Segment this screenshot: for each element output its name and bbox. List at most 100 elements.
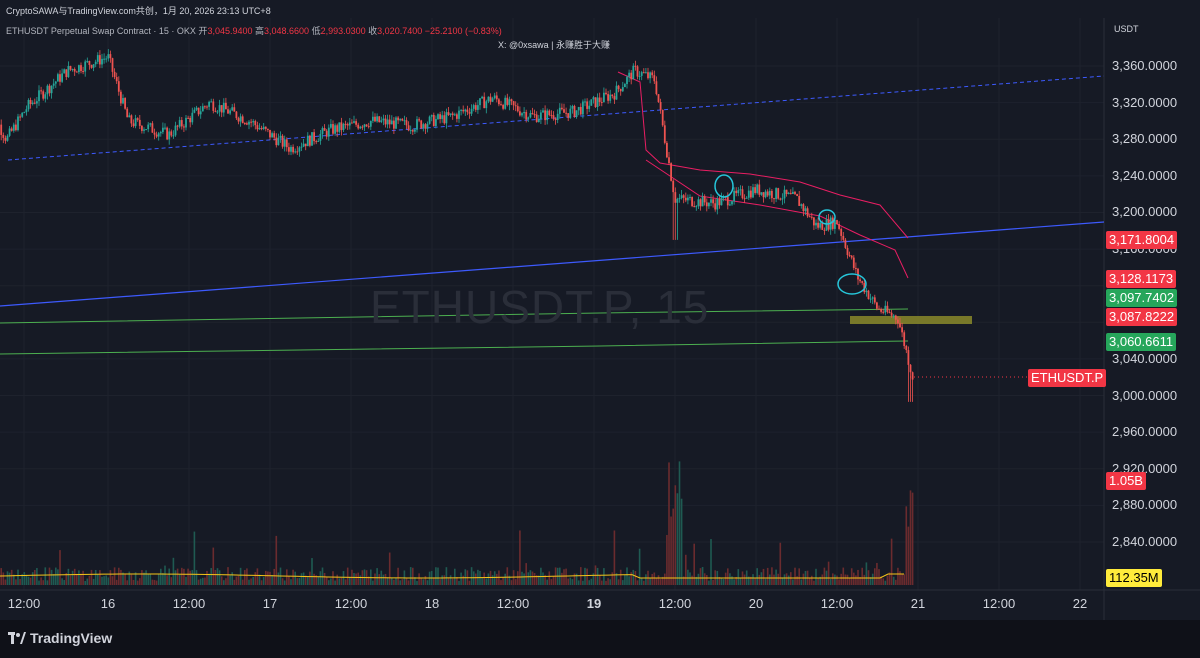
volume-bar <box>626 567 628 585</box>
volume-bar <box>307 576 309 585</box>
candle-body <box>409 130 412 132</box>
high-value: 3,048.6600 <box>264 26 310 36</box>
candle-body <box>609 94 612 101</box>
price-tick-label: 2,960.0000 <box>1112 424 1178 440</box>
volume-bar <box>535 575 538 585</box>
candle-body <box>632 65 635 80</box>
candle-body <box>825 219 828 231</box>
candle-body <box>514 105 517 107</box>
candle-body <box>36 101 38 104</box>
candle-body <box>502 104 504 109</box>
volume-bar <box>2 572 5 585</box>
candle-body <box>31 102 34 104</box>
candle-body <box>596 97 599 108</box>
candle-body <box>798 195 801 206</box>
candle-body <box>390 120 393 125</box>
candle-body <box>563 109 565 113</box>
time-tick-label: 16 <box>100 596 116 611</box>
candle-body <box>523 112 525 114</box>
candle-body <box>558 107 561 114</box>
volume-bar <box>496 573 498 585</box>
candle-body <box>42 91 45 99</box>
volume-bar <box>309 571 311 585</box>
candle-body <box>592 97 595 100</box>
candle-body <box>239 116 242 122</box>
candle-body <box>582 101 584 115</box>
volume-bar <box>811 575 813 585</box>
candle-body <box>630 72 633 80</box>
candle-body <box>680 195 683 199</box>
volume-bar <box>502 577 504 585</box>
volume-bar <box>603 568 605 585</box>
time-tick-label: 22 <box>1072 596 1088 611</box>
candle-body <box>521 113 523 116</box>
volume-bar <box>111 576 114 585</box>
candle-body <box>138 119 141 126</box>
candle-body <box>487 96 490 102</box>
volume-bar <box>869 577 872 585</box>
volume-bar <box>143 572 145 585</box>
volume-bar <box>624 574 626 585</box>
candle-body <box>456 114 458 119</box>
candle-body <box>311 132 313 146</box>
candle-body <box>33 102 36 104</box>
candle-body <box>57 74 59 82</box>
volume-bar <box>708 580 710 585</box>
candle-body <box>315 141 318 143</box>
candle-body <box>836 220 838 225</box>
volume-bar <box>349 576 351 585</box>
volume-bar <box>844 574 847 585</box>
candle-body <box>393 120 395 129</box>
volume-bar <box>802 573 805 585</box>
volume-bar <box>269 571 271 585</box>
volume-bar <box>346 567 349 585</box>
volume-bar <box>281 578 284 585</box>
candle-body <box>605 92 607 95</box>
price-tick-label: 3,200.0000 <box>1112 204 1178 220</box>
volume-bar <box>655 578 658 585</box>
volume-bar <box>659 579 662 585</box>
candle-body <box>638 75 641 77</box>
tradingview-logo[interactable]: TradingView <box>8 630 112 646</box>
volume-bar <box>464 569 467 585</box>
volume-bar <box>367 576 370 585</box>
candle-body <box>611 94 614 97</box>
volume-bar <box>65 572 68 585</box>
volume-bar <box>697 573 700 585</box>
candle-body <box>38 90 40 102</box>
volume-bar <box>25 574 28 585</box>
candle-body <box>573 105 576 117</box>
volume-bar <box>758 574 761 585</box>
volume-bar <box>172 557 175 585</box>
candle-body <box>466 109 469 113</box>
volume-bar <box>601 580 603 585</box>
candle-body <box>71 68 74 70</box>
candle-body <box>888 311 891 313</box>
volume-bar <box>903 574 905 585</box>
candle-body <box>682 195 685 198</box>
candle-body <box>720 197 723 206</box>
candle-body <box>84 61 87 72</box>
volume-bar <box>577 580 580 585</box>
volume-bar <box>384 573 387 585</box>
candle-body <box>657 94 660 102</box>
volume-bar <box>855 575 857 585</box>
candle-body <box>330 124 332 128</box>
candle-body <box>63 69 66 74</box>
volume-bar <box>548 571 551 585</box>
volume-bar <box>42 580 44 585</box>
volume-bar <box>773 574 775 585</box>
volume-bar <box>19 578 21 585</box>
candle-body <box>659 101 662 110</box>
author-watermark: X: @0xsawa | 永赚胜于大赚 <box>498 40 610 50</box>
candle-body <box>17 116 19 131</box>
volume-bar <box>808 577 811 585</box>
volume-bar <box>510 580 513 585</box>
candle-body <box>136 118 139 120</box>
candle-body <box>550 115 553 117</box>
candle-body <box>575 110 578 117</box>
candle-body <box>483 96 486 109</box>
candle-body <box>556 113 559 120</box>
candle-body <box>584 101 586 103</box>
